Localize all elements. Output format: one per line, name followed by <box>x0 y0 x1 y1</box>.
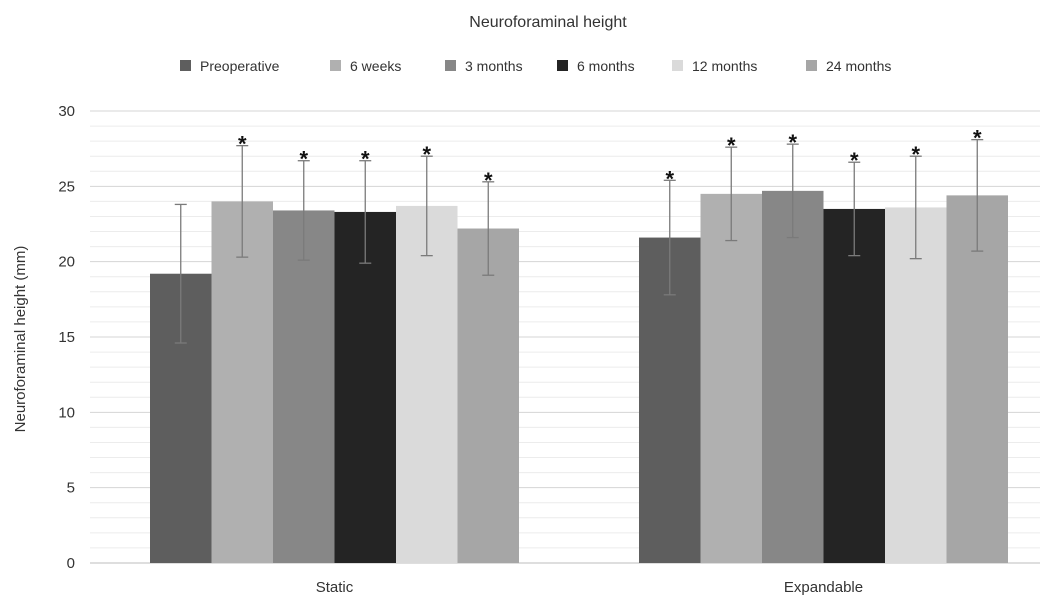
legend-item: 3 months <box>445 58 523 74</box>
y-tick-label: 25 <box>58 178 75 195</box>
bar <box>700 193 762 563</box>
y-tick-label: 10 <box>58 404 75 421</box>
bar <box>762 190 824 563</box>
y-tick-label: 0 <box>67 555 75 572</box>
significance-markers: * * * * * * * * * * * <box>238 126 982 193</box>
bar <box>396 205 458 564</box>
y-tick-label: 30 <box>58 103 75 120</box>
legend-label: 12 months <box>692 58 757 74</box>
legend-swatch <box>557 60 568 71</box>
legend-swatch <box>445 60 456 71</box>
legend-label: 6 months <box>577 58 635 74</box>
legend-swatch <box>672 60 683 71</box>
legend: Preoperative 6 weeks 3 months 6 months 12 mo… <box>180 58 891 74</box>
legend-label: 6 weeks <box>350 58 401 74</box>
bar <box>823 208 885 563</box>
legend-label: 3 months <box>465 58 523 74</box>
significance-marker: * <box>727 133 736 158</box>
legend-item: Preoperative <box>180 58 280 74</box>
significance-marker: * <box>665 166 674 191</box>
bar <box>457 228 519 563</box>
legend-item: 24 months <box>806 58 891 74</box>
x-category-label: Static <box>316 579 354 596</box>
legend-label: 24 months <box>826 58 891 74</box>
y-tick-label: 20 <box>58 254 75 271</box>
chart-title: Neuroforaminal height <box>469 14 627 31</box>
legend-swatch <box>180 60 191 71</box>
significance-marker: * <box>422 142 431 167</box>
legend-item: 6 weeks <box>330 58 401 74</box>
significance-marker: * <box>788 130 797 155</box>
significance-marker: * <box>361 147 370 172</box>
significance-marker: * <box>299 147 308 172</box>
bar <box>211 201 273 563</box>
bar <box>334 211 396 564</box>
significance-marker: * <box>973 126 982 151</box>
error-bars <box>174 138 984 344</box>
significance-marker: * <box>238 132 247 157</box>
y-axis: 0 5 10 15 20 25 30 <box>58 103 75 572</box>
legend-swatch <box>806 60 817 71</box>
y-axis-label: Neuroforaminal height (mm) <box>12 246 29 433</box>
x-axis: Static Expandable <box>316 579 863 596</box>
y-tick-label: 15 <box>58 329 75 346</box>
bars <box>150 190 1008 564</box>
legend-swatch <box>330 60 341 71</box>
significance-marker: * <box>911 142 920 167</box>
bar <box>273 210 335 563</box>
legend-label: Preoperative <box>200 58 280 74</box>
significance-marker: * <box>484 168 493 193</box>
bar <box>885 207 947 563</box>
legend-item: 12 months <box>672 58 757 74</box>
legend-item: 6 months <box>557 58 635 74</box>
x-category-label: Expandable <box>784 579 863 596</box>
significance-marker: * <box>850 148 859 173</box>
y-tick-label: 5 <box>67 480 75 497</box>
bar <box>946 195 1008 563</box>
